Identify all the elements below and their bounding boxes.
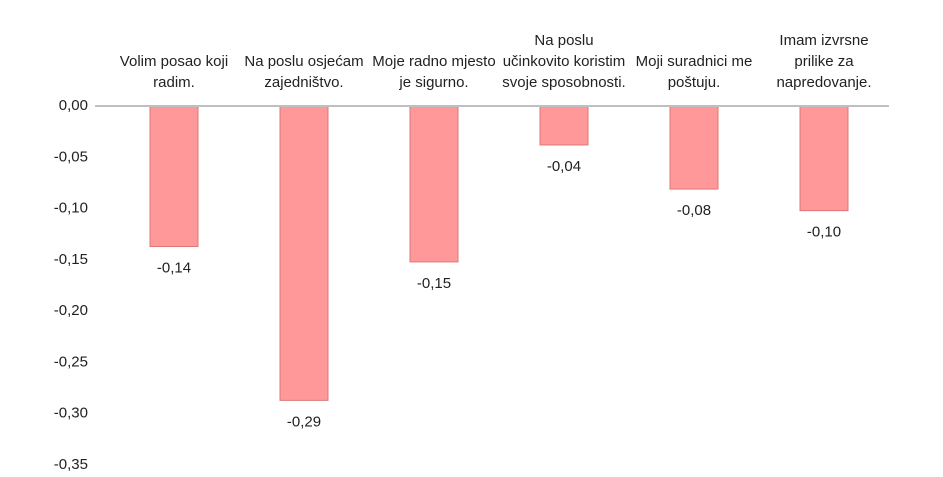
y-tick-label: -0,25 bbox=[54, 353, 88, 370]
bar bbox=[539, 105, 589, 146]
x-tick-label: Imam izvrsne prilike za napredovanje. bbox=[776, 32, 872, 91]
bar bbox=[149, 105, 199, 248]
x-tick-label: Moje radno mjesto je sigurno. bbox=[372, 53, 496, 91]
bar bbox=[799, 105, 849, 212]
x-tick-label: Moji suradnici me poštuju. bbox=[635, 53, 753, 91]
value-label: -0,08 bbox=[677, 202, 711, 219]
y-tick-label: -0,15 bbox=[54, 251, 88, 268]
y-tick-label: 0,00 bbox=[59, 97, 88, 114]
bar bbox=[669, 105, 719, 190]
value-label: -0,14 bbox=[157, 259, 191, 276]
x-tick-label: Na poslu učinkovito koristim svoje sposo… bbox=[502, 32, 626, 91]
bar bbox=[279, 105, 329, 401]
value-label: -0,10 bbox=[807, 224, 841, 241]
value-label: -0,15 bbox=[417, 275, 451, 292]
y-tick-label: -0,30 bbox=[54, 405, 88, 422]
bar bbox=[409, 105, 459, 263]
y-tick-label: -0,10 bbox=[54, 200, 88, 217]
value-label: -0,29 bbox=[287, 413, 321, 430]
y-tick-label: -0,05 bbox=[54, 148, 88, 165]
x-tick-label: Na poslu osjećam zajedništvo. bbox=[244, 53, 364, 91]
y-tick-label: -0,20 bbox=[54, 302, 88, 319]
value-label: -0,04 bbox=[547, 158, 581, 175]
y-tick-label: -0,35 bbox=[54, 456, 88, 473]
x-tick-label: Volim posao koji radim. bbox=[119, 53, 229, 91]
